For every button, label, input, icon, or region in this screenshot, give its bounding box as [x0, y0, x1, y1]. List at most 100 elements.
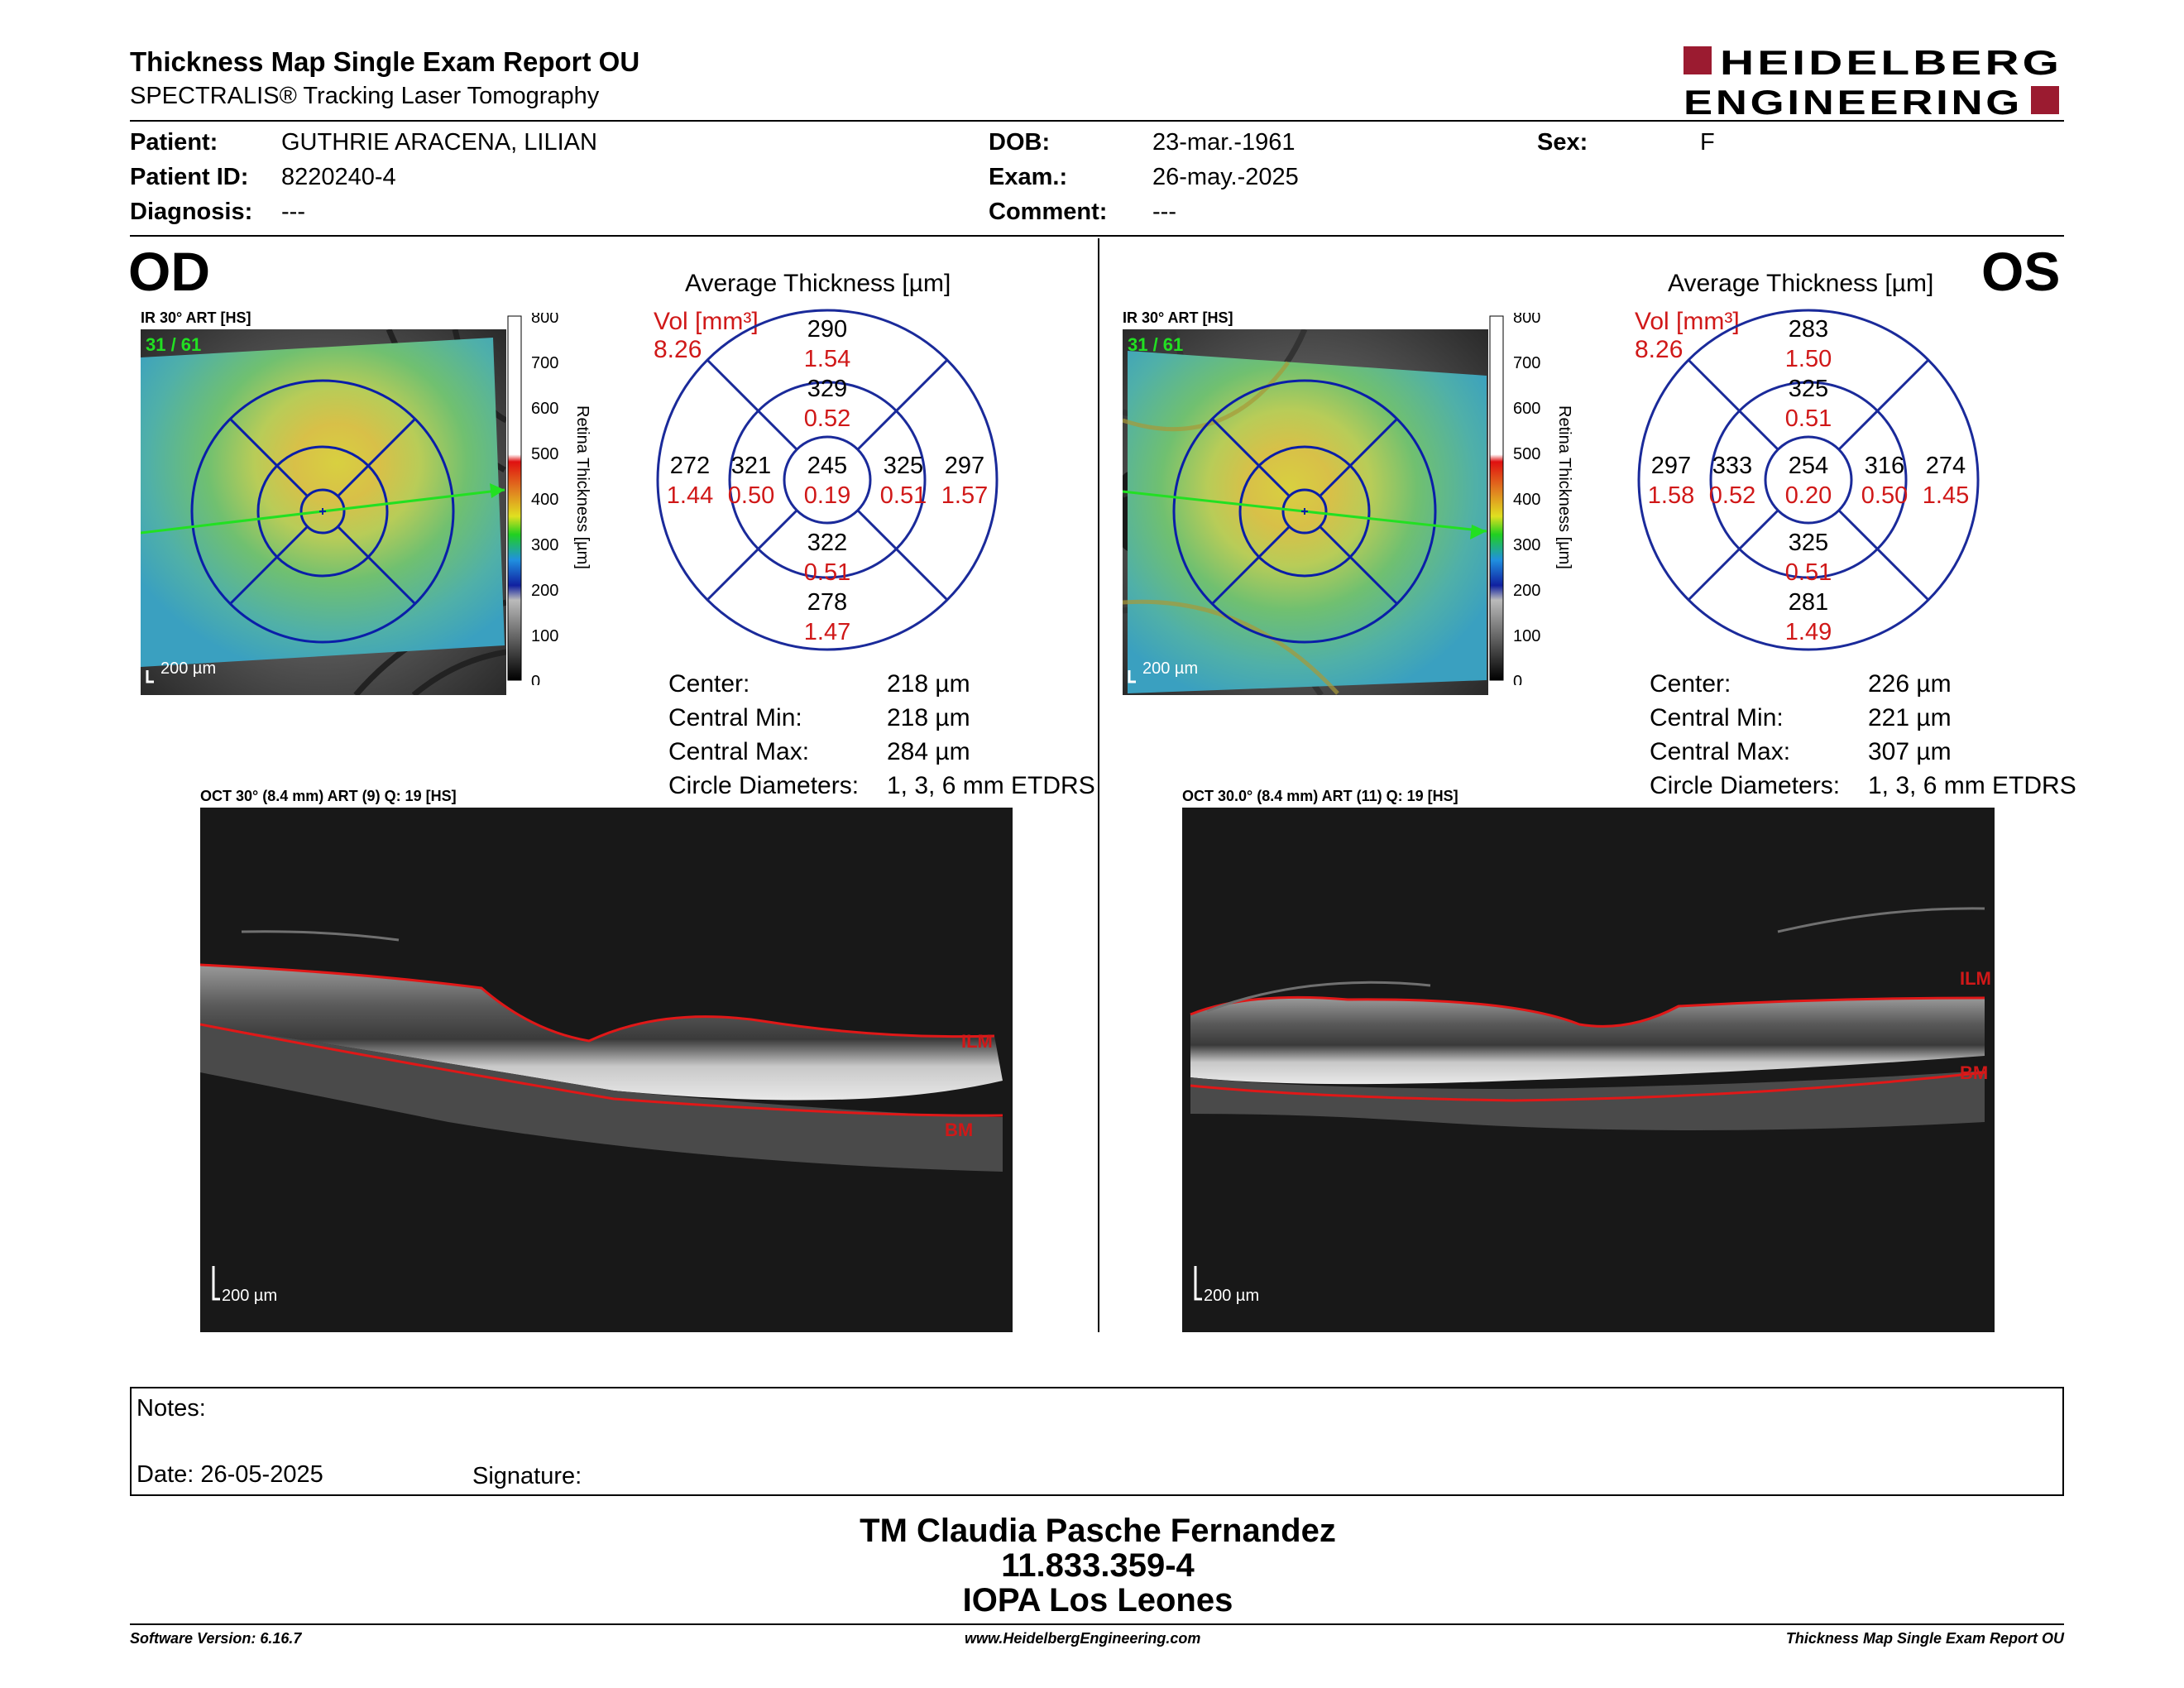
os-max-value: 307 µm: [1868, 738, 1952, 765]
comment-value: ---: [1152, 199, 1176, 225]
website-link[interactable]: www.HeidelbergEngineering.com: [965, 1630, 1201, 1647]
signer-rut: 11.833.359-4: [1001, 1547, 1195, 1584]
svg-text:0.20: 0.20: [1785, 482, 1832, 509]
svg-text:278: 278: [807, 589, 847, 616]
os-oct-bscan: ILM BM 200 µm: [1182, 808, 1995, 1332]
svg-text:800: 800: [1513, 313, 1540, 327]
os-min-value: 221 µm: [1868, 704, 1952, 731]
svg-text:0.50: 0.50: [728, 482, 774, 509]
sex-label: Sex:: [1537, 129, 1588, 156]
od-center-label: Center:: [668, 670, 750, 698]
svg-text:281: 281: [1789, 589, 1828, 616]
svg-text:BM: BM: [1960, 1062, 1988, 1083]
os-max-label: Central Max:: [1650, 738, 1791, 765]
svg-text:325: 325: [884, 453, 923, 479]
svg-text:283: 283: [1789, 316, 1828, 343]
svg-text:200 µm: 200 µm: [222, 1287, 277, 1305]
svg-text:ENGINEERING: ENGINEERING: [1684, 83, 2023, 117]
notes-box[interactable]: Notes: Date: 26-05-2025 Signature:: [130, 1387, 2064, 1496]
svg-text:290: 290: [807, 316, 847, 343]
svg-text:31 / 61: 31 / 61: [146, 334, 201, 355]
os-vol-value: 8.26: [1635, 336, 1684, 363]
os-etdrs-grid: 283 1.50 325 0.51 254 0.20 333 0.52 316 …: [1637, 309, 1980, 651]
svg-text:200 µm: 200 µm: [1142, 659, 1198, 678]
svg-text:100: 100: [1513, 627, 1540, 645]
diagnosis-label: Diagnosis:: [130, 199, 253, 225]
report-title: Thickness Map Single Exam Report OU: [130, 46, 640, 77]
svg-text:274: 274: [1926, 453, 1966, 479]
report-subtitle: SPECTRALIS® Tracking Laser Tomography: [130, 83, 600, 109]
od-oct-bscan: ILM BM 200 µm: [200, 808, 1013, 1332]
svg-text:0.51: 0.51: [1785, 405, 1832, 432]
svg-text:245: 245: [807, 453, 847, 479]
os-avg-title: Average Thickness [µm]: [1668, 270, 1934, 297]
patient-label: Patient:: [130, 129, 218, 156]
footer-report-name: Thickness Map Single Exam Report OU: [1785, 1630, 2064, 1647]
os-ir-title: IR 30° ART [HS]: [1123, 309, 1233, 326]
heidelberg-logo: HEIDELBERG ENGINEERING: [1684, 43, 2062, 117]
od-avg-title: Average Thickness [µm]: [685, 270, 951, 297]
os-diam-label: Circle Diameters:: [1650, 772, 1841, 799]
od-ir-thickness-map: 31 / 61 200 µm: [141, 329, 506, 695]
svg-text:272: 272: [670, 453, 710, 479]
patient-name: GUTHRIE ARACENA, LILIAN: [281, 129, 597, 156]
svg-text:Retina Thickness [µm]: Retina Thickness [µm]: [1555, 405, 1573, 569]
svg-text:0.50: 0.50: [1861, 482, 1908, 509]
svg-text:254: 254: [1789, 453, 1828, 479]
svg-text:1.44: 1.44: [667, 482, 713, 509]
signer-name: TM Claudia Pasche Fernandez: [860, 1513, 1336, 1549]
svg-text:Retina Thickness [µm]: Retina Thickness [µm]: [573, 405, 592, 569]
svg-text:316: 316: [1865, 453, 1904, 479]
notes-date: Date: 26-05-2025: [136, 1461, 323, 1488]
svg-text:0: 0: [1513, 673, 1522, 685]
svg-text:1.57: 1.57: [941, 482, 988, 509]
os-ir-thickness-map: 31 / 61 200 µm: [1123, 329, 1488, 695]
svg-text:0.51: 0.51: [804, 559, 850, 586]
patient-id: 8220240-4: [281, 164, 396, 190]
os-vol-label: Vol [mm³]: [1635, 308, 1740, 335]
svg-text:321: 321: [731, 453, 771, 479]
os-eye-label: OS: [1981, 241, 2061, 302]
od-max-value: 284 µm: [887, 738, 970, 765]
od-ir-title: IR 30° ART [HS]: [141, 309, 251, 326]
od-vol-value: 8.26: [654, 336, 702, 363]
od-center-value: 218 µm: [887, 670, 970, 698]
svg-text:200: 200: [1513, 582, 1540, 600]
svg-text:322: 322: [807, 530, 847, 556]
svg-text:300: 300: [1513, 536, 1540, 554]
svg-text:400: 400: [1513, 491, 1540, 509]
patient-id-label: Patient ID:: [130, 164, 249, 190]
svg-text:600: 600: [1513, 400, 1540, 418]
od-diam-value: 1, 3, 6 mm ETDRS: [887, 772, 1095, 799]
svg-text:ILM: ILM: [961, 1031, 993, 1052]
dob-value: 23-mar.-1961: [1152, 129, 1296, 156]
od-vol-label: Vol [mm³]: [654, 308, 759, 335]
exam-label: Exam.:: [989, 164, 1068, 190]
os-center-label: Center:: [1650, 670, 1731, 698]
svg-text:100: 100: [531, 627, 558, 645]
svg-text:400: 400: [531, 491, 558, 509]
sex-value: F: [1700, 129, 1715, 156]
exam-date: 26-may.-2025: [1152, 164, 1299, 190]
svg-text:1.58: 1.58: [1648, 482, 1694, 509]
od-diam-label: Circle Diameters:: [668, 772, 860, 799]
signer-institution: IOPA Los Leones: [962, 1582, 1233, 1618]
os-min-label: Central Min:: [1650, 704, 1784, 731]
svg-text:HEIDELBERG: HEIDELBERG: [1720, 43, 2062, 82]
svg-text:BM: BM: [945, 1120, 973, 1140]
notes-label: Notes:: [136, 1395, 206, 1422]
eye-divider: [1098, 238, 1099, 1332]
svg-text:0.19: 0.19: [804, 482, 850, 509]
svg-text:500: 500: [531, 445, 558, 463]
svg-text:0.51: 0.51: [1785, 559, 1832, 586]
comment-label: Comment:: [989, 199, 1108, 225]
od-etdrs-grid: 290 1.54 329 0.52 245 0.19 321 0.50 325 …: [656, 309, 999, 651]
svg-text:ILM: ILM: [1960, 968, 1991, 989]
svg-text:0.51: 0.51: [880, 482, 927, 509]
svg-text:0: 0: [531, 673, 540, 685]
od-eye-label: OD: [128, 241, 210, 302]
od-min-value: 218 µm: [887, 704, 970, 731]
svg-text:200 µm: 200 µm: [1204, 1287, 1259, 1305]
svg-text:333: 333: [1712, 453, 1752, 479]
svg-text:329: 329: [807, 376, 847, 402]
